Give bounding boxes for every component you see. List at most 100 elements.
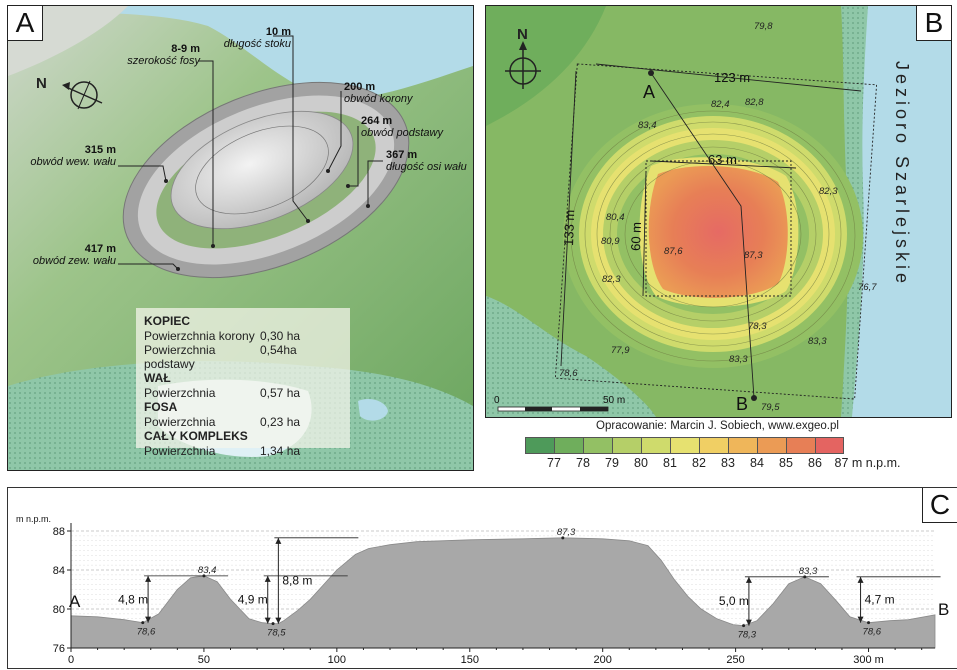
elev-point: 80,9 — [601, 236, 620, 247]
legend-swatch — [699, 437, 728, 454]
profile-start-a: A — [643, 82, 655, 102]
dim-inner-width: 63 m — [708, 152, 737, 167]
profile-point — [742, 624, 746, 628]
legend-swatch — [786, 437, 815, 454]
x-tick-label: 50 — [198, 654, 210, 666]
elev-point: 82,3 — [819, 186, 838, 197]
elev-point: 83,3 — [729, 354, 748, 365]
stats-heading: FOSA — [144, 400, 178, 414]
panel-c-letter: C — [922, 488, 957, 523]
label-fosa: 8-9 m szerokość fosy — [127, 43, 200, 67]
x-tick-label: 150 — [461, 654, 479, 666]
panel-b-hypsometric: N A B 123 m 133 m 63 m 60 m Jezioro Szar… — [486, 6, 951, 417]
legend-swatch — [554, 437, 583, 454]
height-label: 5,0 m — [719, 594, 749, 608]
arrow-head — [145, 575, 152, 582]
y-tick-label: 88 — [53, 526, 65, 538]
label-os-walu: 367 m długość osi wału — [386, 149, 467, 173]
scale-end: 50 m — [603, 395, 625, 406]
legend-label: 78 — [576, 456, 590, 470]
legend-swatch — [757, 437, 786, 454]
dim-height: 133 m — [561, 209, 577, 246]
height-label: 4,8 m — [118, 592, 148, 606]
y-tick-label: 80 — [53, 604, 65, 616]
stats-row: Powierzchnia 0,57 ha — [144, 386, 301, 400]
profile-end-a: A — [69, 592, 81, 611]
label-korona: 200 m obwód korony — [344, 81, 413, 105]
label-wew-walu: 315 m obwód wew. wału — [30, 144, 116, 168]
elev-point: 79,5 — [761, 402, 780, 413]
stats-heading: WAŁ — [144, 371, 171, 385]
profile-end-b: B — [736, 394, 748, 414]
legend-label: 85 — [779, 456, 793, 470]
arrow-head — [264, 575, 271, 582]
y-tick-label: 84 — [53, 565, 65, 577]
stats-heading: CAŁY KOMPLEKS — [144, 429, 248, 443]
stats-box: KOPIEC Powierzchnia korony 0,30 ha Powier… — [136, 308, 350, 458]
dim-inner-height: 60 m — [628, 222, 644, 251]
legend-swatch — [525, 437, 554, 454]
panel-b-letter: B — [916, 6, 951, 41]
x-tick-label: 300 m — [853, 654, 884, 666]
scale-zero: 0 — [494, 395, 500, 406]
panel-c-profile: 76 80 84 88 m n.p.m. 0 50 100 150 200 250 300 m 4,8 … — [7, 487, 957, 669]
profile-area — [70, 537, 936, 649]
elev-point: 82,4 — [711, 99, 730, 110]
legend-swatch — [815, 437, 844, 454]
profile-point-label: 83,4 — [198, 565, 217, 576]
elev-point: 87,6 — [664, 246, 683, 257]
stats-row: Powierzchnia podstawy 0,54ha — [144, 343, 297, 371]
elev-point: 80,4 — [606, 212, 625, 223]
lake-name: Jezioro Szarlejskie — [892, 61, 912, 287]
profile-point-label: 87,3 — [557, 527, 576, 538]
profile-chart: 76 80 84 88m n.p.m. 0 50 100 150 200 250 300 m 4,8 … — [16, 514, 949, 666]
elev-point: 83,3 — [808, 336, 827, 347]
legend-label: 79 — [605, 456, 619, 470]
label-zew-walu: 417 m obwód zew. wału — [32, 243, 116, 267]
profile-end-b: B — [938, 600, 949, 619]
x-tick-label: 0 — [68, 654, 74, 666]
legend-label: 87 m n.p.m. — [834, 456, 901, 470]
scale-bar: 0 50 m — [494, 395, 625, 412]
legend-label: 82 — [692, 456, 706, 470]
legend-label: 81 — [663, 456, 677, 470]
profile-point-label: 78,5 — [267, 628, 286, 639]
legend-label: 77 — [547, 456, 561, 470]
arrow-head — [857, 616, 864, 623]
stats-row: Powierzchnia korony 0,30 ha — [144, 329, 301, 343]
credit-text: Opracowanie: Marcin J. Sobiech, www.exge… — [596, 420, 839, 432]
profile-point-label: 78,6 — [137, 627, 156, 638]
dim-width: 123 m — [714, 70, 750, 85]
legend-swatch — [583, 437, 612, 454]
profile-point-label: 78,3 — [738, 630, 757, 641]
panel-a-map: N 8-9 m szerokość fosy 10 m długość stok… — [7, 5, 474, 471]
arrow-head — [145, 616, 152, 623]
north-label-b: N — [517, 26, 528, 43]
arrow-head — [264, 617, 271, 624]
height-label: 4,7 m — [865, 593, 895, 607]
profile-point — [561, 536, 565, 540]
label-podstawa: 264 m obwód podstawy — [361, 115, 443, 139]
arrow-head — [857, 576, 864, 583]
profile-point — [867, 621, 871, 625]
x-tick-label: 250 — [726, 654, 744, 666]
stats-heading: KOPIEC — [144, 314, 191, 328]
stats-row: Powierzchnia 0,23 ha — [144, 415, 301, 429]
y-unit-label: m n.p.m. — [16, 514, 51, 524]
height-label: 8,8 m — [282, 574, 312, 588]
arrow-head — [745, 576, 752, 583]
x-tick-label: 100 — [328, 654, 346, 666]
legend-label: 84 — [750, 456, 764, 470]
elev-point: 76,7 — [858, 282, 877, 293]
panel-b-map: N A B 123 m 133 m 63 m 60 m Jezioro Szar… — [485, 5, 952, 418]
profile-point — [141, 621, 145, 625]
point-a-marker — [648, 70, 654, 76]
elev-point: 82,3 — [602, 274, 621, 285]
north-label-a: N — [36, 75, 47, 92]
legend-label: 86 — [808, 456, 822, 470]
legend-label: 83 — [721, 456, 735, 470]
color-legend: 77 78 79 80 81 82 83 84 85 86 87 m n.p.m. — [525, 437, 901, 472]
legend-swatch — [612, 437, 641, 454]
y-tick-label: 76 — [53, 643, 65, 655]
profile-point-label: 83,3 — [799, 566, 818, 577]
